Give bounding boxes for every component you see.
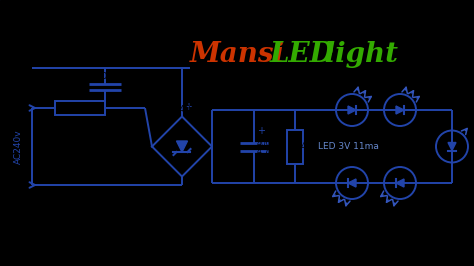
Text: light: light: [315, 41, 398, 69]
Text: 470K: 470K: [301, 142, 322, 151]
Polygon shape: [396, 106, 404, 114]
Text: very energy efficient circuit: very energy efficient circuit: [68, 218, 203, 228]
Polygon shape: [176, 141, 188, 152]
Polygon shape: [348, 179, 356, 187]
Polygon shape: [396, 179, 404, 187]
Text: LED 3V 11ma: LED 3V 11ma: [318, 142, 379, 151]
Text: 125 400v: 125 400v: [73, 72, 112, 81]
Text: AC240v: AC240v: [13, 129, 22, 164]
Bar: [55, 101, 105, 115]
Polygon shape: [448, 143, 456, 151]
Bar: [0, 236, 474, 266]
Text: 400v: 400v: [257, 139, 276, 148]
Text: LED: LED: [270, 41, 335, 69]
Text: IN4007: IN4007: [170, 105, 202, 114]
Text: +: +: [257, 127, 265, 136]
Bar: [287, 130, 303, 164]
Text: 4.7 μF: 4.7 μF: [257, 147, 281, 156]
Polygon shape: [348, 106, 356, 114]
Text: Mansi: Mansi: [190, 41, 295, 69]
Text: +: +: [184, 102, 192, 113]
Text: 1 mega: 1 mega: [58, 90, 90, 99]
Bar: [0, 0, 474, 30]
